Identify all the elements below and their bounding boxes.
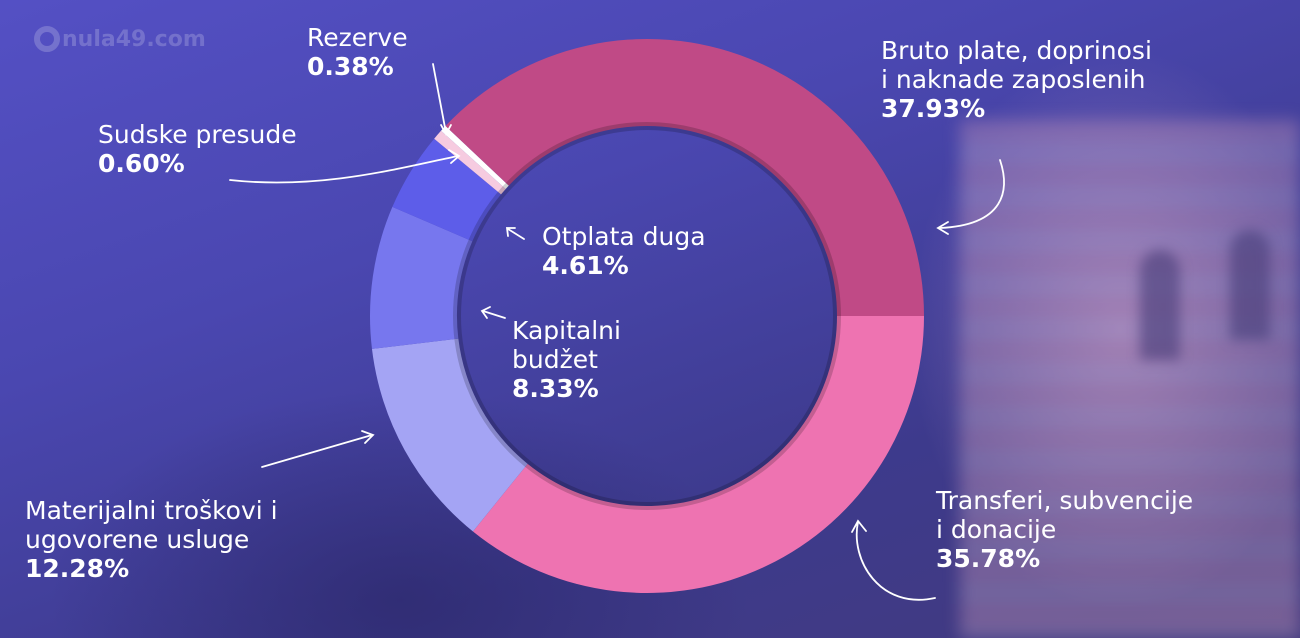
label-value: 0.38% (307, 52, 394, 81)
arrow-kapitalni (480, 306, 506, 319)
label-text: Transferi, subvencije (936, 486, 1194, 515)
background-window (1230, 230, 1270, 340)
arrows (229, 63, 1005, 601)
arrow-transferi (851, 519, 936, 601)
label-value: 8.33% (512, 374, 599, 403)
slice-bruto-plate-doprinosi-i-naknade-zaposlenih (445, 39, 924, 316)
background-building (960, 120, 1300, 638)
slice-materijalni-tro-kovi-i-ugovorene-usluge (371, 338, 528, 532)
label-text: Otplata duga (542, 222, 706, 251)
label-materijalni: Materijalni troškovi i ugovorene usluge … (25, 496, 278, 583)
label-text: Kapitalni (512, 316, 621, 345)
logo-o-icon (34, 26, 60, 52)
label-value: 0.60% (98, 149, 185, 178)
label-transferi: Transferi, subvencije i donacije 35.78% (936, 486, 1193, 573)
label-value: 4.61% (542, 251, 629, 280)
slice-transferi-subvencije-i-donacije (472, 316, 924, 594)
label-text: Materijalni troškovi i (25, 496, 278, 525)
arrow-bruto (936, 159, 1005, 235)
label-kapitalni: Kapitalni budžet 8.33% (512, 316, 621, 403)
label-sudske: Sudske presude 0.60% (98, 120, 297, 178)
arrow-sudske (229, 149, 461, 184)
label-text: i naknade zaposlenih (881, 65, 1146, 94)
label-rezerve: Rezerve 0.38% (307, 23, 408, 81)
label-text: Rezerve (307, 23, 408, 52)
background-window (1140, 250, 1180, 360)
label-value: 12.28% (25, 554, 130, 583)
label-value: 35.78% (936, 544, 1041, 573)
arrow-materijalni (261, 430, 375, 468)
label-text: i donacije (936, 515, 1057, 544)
label-text: Bruto plate, doprinosi (881, 36, 1152, 65)
slice-kapitalni-bud-et (370, 206, 473, 349)
slice-sudske-presude (434, 130, 506, 195)
label-text: budžet (512, 345, 598, 374)
arrow-otplata (505, 227, 525, 240)
label-otplata: Otplata duga 4.61% (542, 222, 706, 280)
inner-shadow (453, 122, 841, 510)
logo: nula49.com (34, 26, 206, 52)
logo-text: nula49.com (62, 26, 206, 52)
label-bruto: Bruto plate, doprinosi i naknade zaposle… (881, 36, 1152, 123)
arrow-rezerve (432, 63, 452, 136)
slice-rezerve (441, 125, 509, 189)
label-text: ugovorene usluge (25, 525, 250, 554)
label-text: Sudske presude (98, 120, 297, 149)
label-value: 37.93% (881, 94, 986, 123)
